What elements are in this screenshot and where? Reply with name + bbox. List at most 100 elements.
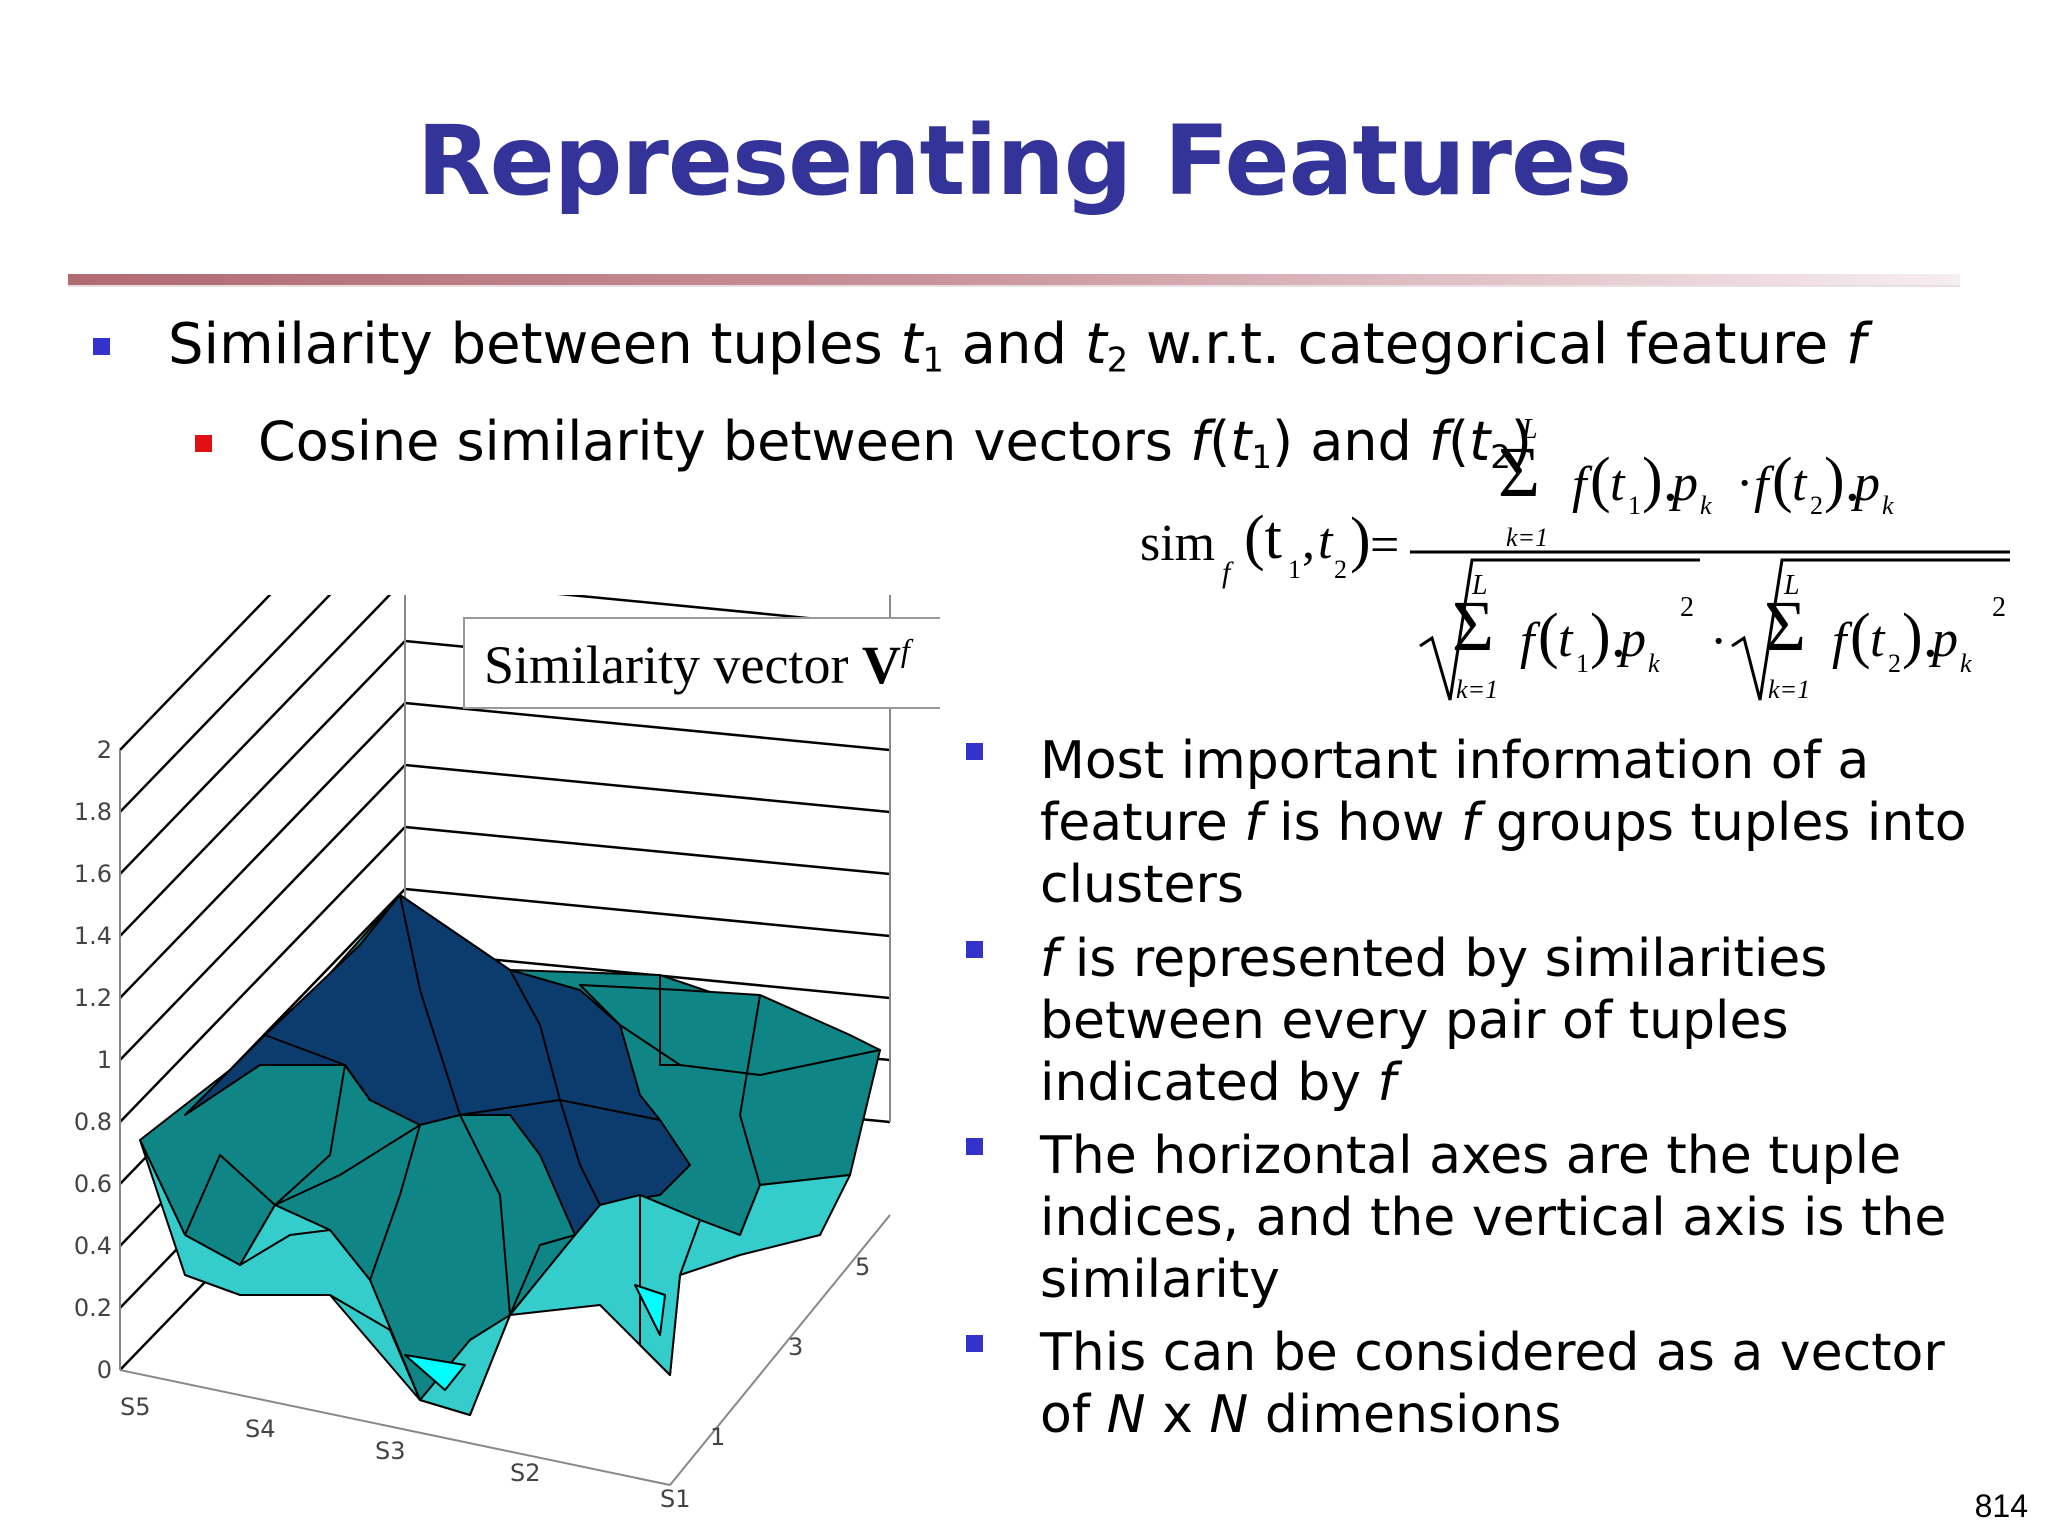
formula-num-t2: t (1792, 455, 1808, 512)
bullet-square-icon (966, 1335, 983, 1352)
chart-surface (139, 894, 881, 1416)
formula-num-p: p (1668, 455, 1698, 512)
gridline-left (119, 764, 406, 1061)
formula-comma: , (1302, 513, 1315, 570)
formula-num-k2: k (1882, 491, 1894, 520)
gridline-left (119, 702, 406, 999)
y-tick-label: 1 (710, 1423, 725, 1451)
b2-open2: ( (1448, 410, 1470, 473)
b1-t2: t (1084, 312, 1107, 377)
formula-den2-p: p (1928, 611, 1958, 668)
r4-b: dimensions (1248, 1385, 1562, 1445)
r1-f2: f (1461, 793, 1480, 853)
formula-num-L: L (1521, 414, 1538, 445)
formula-num-sub1: 1 (1628, 491, 1641, 520)
formula-den1-sq: 2 (1680, 592, 1694, 623)
chart-label-text: Similarity vector (484, 635, 862, 695)
b1-and: and (943, 312, 1085, 377)
gridline-back (404, 763, 891, 814)
sqrt-icon (1419, 558, 1700, 701)
bullet-square-icon (195, 435, 212, 452)
r2-a: is represented by similarities between e… (1040, 929, 1828, 1113)
r1-b: is how (1262, 793, 1462, 853)
surface-mesh-line (659, 975, 680, 1066)
surface-mesh-line (329, 1294, 421, 1401)
slide-title: Representing Features (416, 105, 1632, 217)
bullet-cosine-similarity: Cosine similarity between vectors f(t1) … (258, 410, 1532, 476)
x-tick-label: S2 (510, 1459, 541, 1487)
bullet-horizontal-axes: The horizontal axes are the tuple indice… (1040, 1125, 1980, 1311)
formula-num-p1: ( (1590, 446, 1611, 514)
z-tick-label: 1.4 (74, 922, 112, 950)
z-tick-label: 0 (97, 1356, 112, 1384)
y-tick-label: 3 (788, 1333, 803, 1361)
surface-mesh-line (559, 1099, 601, 1206)
formula-den2-open: ( (1850, 602, 1871, 670)
formula-t2: t (1318, 513, 1334, 570)
b2-close: ) (1510, 410, 1532, 473)
chart-tick-labels: 0 0.2 0.4 0.6 0.8 1 1.2 1.4 1.6 1.8 2 S5 S4 S3 S2 S1 1 3 5 (74, 736, 870, 1513)
formula-num-sum: Σ (1498, 432, 1540, 512)
formula-den1-sum: Σ (1452, 586, 1494, 666)
b2-f2: f (1428, 410, 1448, 473)
surface-patch (634, 1284, 666, 1336)
formula-den1-p: p (1616, 611, 1646, 668)
b1-text-2: w.r.t. categorical feature (1128, 312, 1847, 377)
formula-den1-L: L (1471, 570, 1488, 601)
formula-den1-k1: k=1 (1456, 675, 1498, 704)
formula-den1-open: ( (1538, 602, 1559, 670)
y-tick-label: 5 (855, 1253, 870, 1281)
b1-f: f (1846, 312, 1866, 377)
z-tick-label: 0.4 (74, 1232, 112, 1260)
bullet-important-info: Most important information of a feature … (1040, 730, 1980, 916)
surface-mesh-line (509, 969, 561, 1101)
z-tick-label: 1.8 (74, 798, 112, 826)
b2-t1: t (1230, 410, 1252, 473)
surface-patch (404, 1354, 466, 1391)
formula-den2-sq: 2 (1992, 592, 2006, 623)
x-tick-label: S4 (245, 1415, 276, 1443)
formula-num-k1: k=1 (1506, 523, 1548, 552)
formula-den2-sum: Σ (1764, 586, 1806, 666)
title-divider (68, 274, 1960, 287)
formula-den-dot: · (1710, 613, 1727, 670)
bullet-square-icon (966, 1138, 983, 1155)
b2-text-1: Cosine similarity between vectors (258, 410, 1191, 473)
z-tick-label: 0.6 (74, 1170, 112, 1198)
formula-args-open: (t (1244, 504, 1282, 572)
b2-open: ( (1209, 410, 1231, 473)
surface-mesh-line (274, 1124, 421, 1206)
b1-text-1: Similarity between tuples (168, 312, 901, 377)
formula-den2-k1: k=1 (1768, 675, 1810, 704)
formula-den2-k: k (1960, 649, 1972, 678)
chart-label: Similarity vector Vf (484, 632, 914, 695)
bullet-similarity-tuples: Similarity between tuples t1 and t2 w.r.… (168, 312, 1866, 379)
r4-n1: N (1106, 1385, 1146, 1445)
bullet-square-icon (93, 338, 110, 355)
r4-x: x (1145, 1385, 1210, 1445)
formula-num-close1: ). (1642, 446, 1678, 514)
surface-mesh-line (369, 1124, 421, 1281)
b2-f1: f (1190, 410, 1210, 473)
surface-mesh-line (509, 1234, 576, 1316)
z-tick-label: 1.6 (74, 860, 112, 888)
gridline-left (119, 595, 392, 875)
b2-t2: t (1469, 410, 1491, 473)
z-tick-label: 0.8 (74, 1108, 112, 1136)
formula-num-p2b: p (1850, 455, 1880, 512)
formula-den1-t: t (1558, 611, 1574, 668)
r2-f1: f (1040, 929, 1059, 989)
z-tick-label: 1.2 (74, 984, 112, 1012)
bullet-square-icon (966, 941, 983, 958)
gridline-left (119, 595, 272, 751)
formula-den2-sub: 2 (1888, 649, 1901, 678)
r2-f2: f (1377, 1053, 1396, 1113)
surface-patch (579, 984, 881, 1076)
surface-mesh-line (459, 1114, 511, 1316)
gridline-back (404, 701, 891, 752)
r3-a: The horizontal axes are the tuple indice… (1040, 1126, 1947, 1310)
gridline-left (119, 826, 406, 1123)
gridline-left (119, 640, 406, 937)
formula-sim: sim (1140, 515, 1215, 572)
